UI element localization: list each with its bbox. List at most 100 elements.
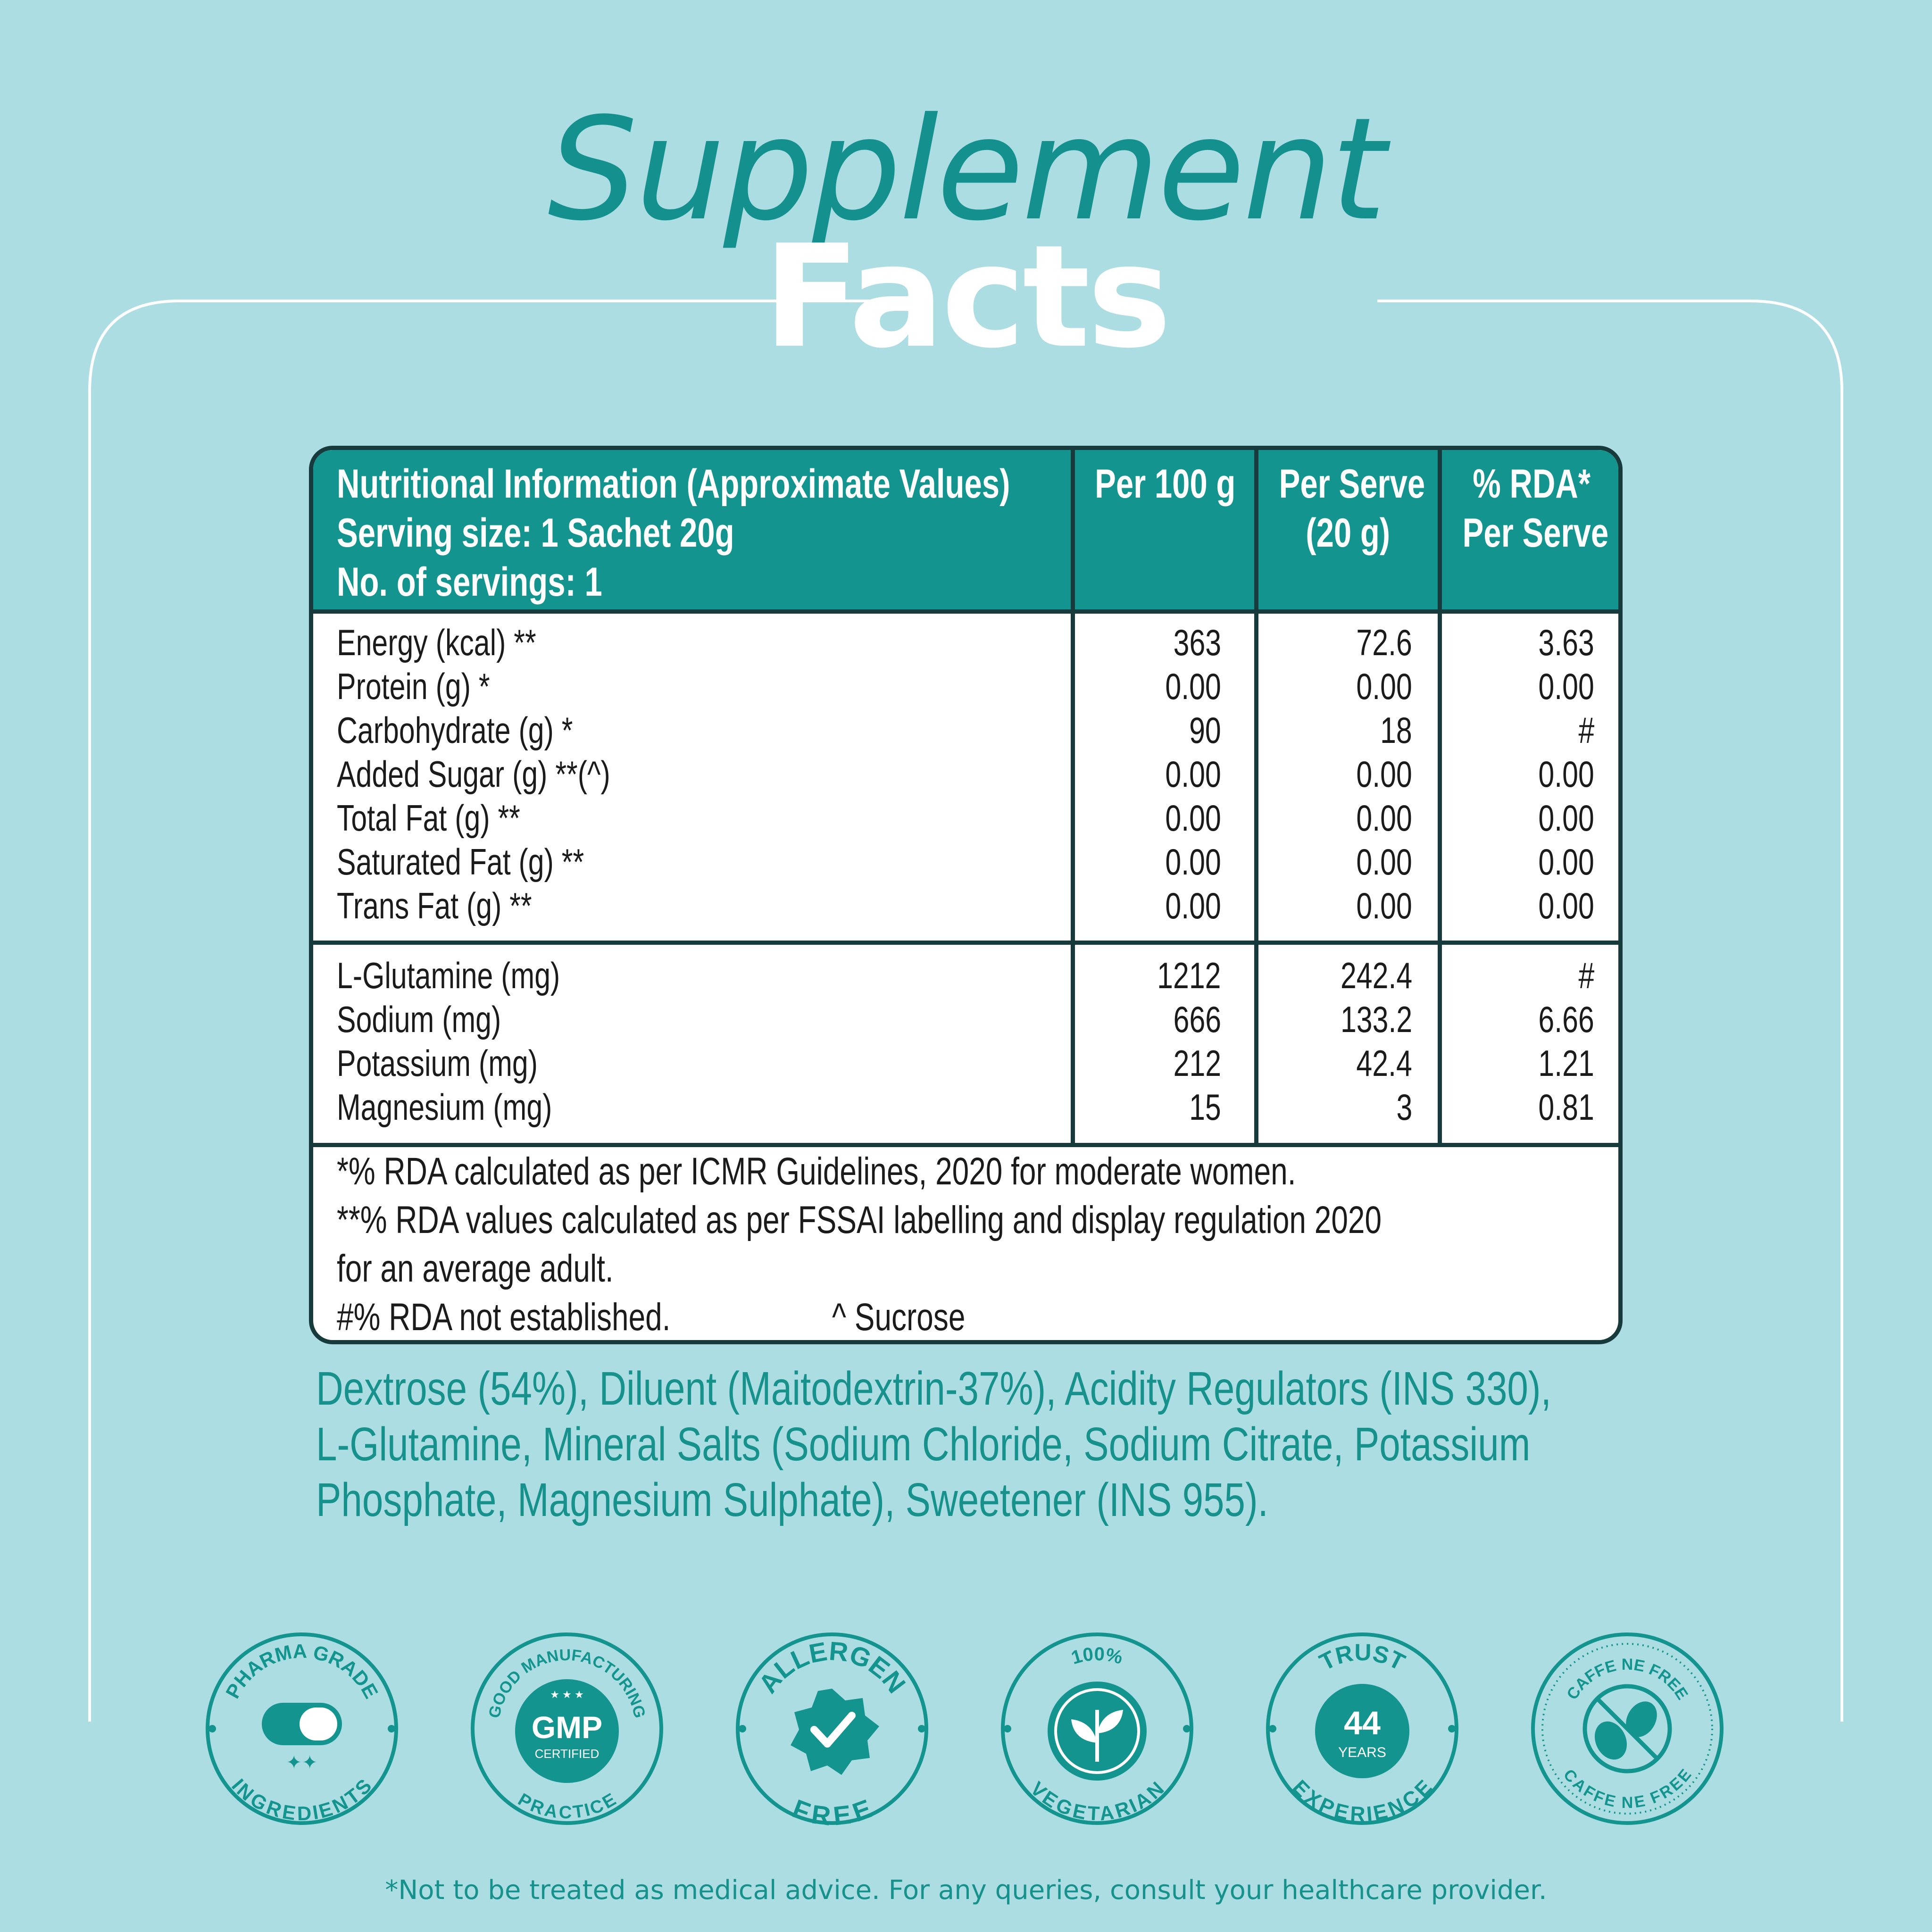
row-name: Protein (g) *	[337, 666, 490, 707]
ingredients-list: Dextrose (54%), Diluent (Maitodextrin-37…	[316, 1361, 1860, 1528]
section1-rda: 3.63 0.00 # 0.00 0.00 0.00 0.00	[1442, 621, 1594, 928]
section1-per100: 363 0.00 90 0.00 0.00 0.00 0.00	[1075, 621, 1221, 928]
title-facts: Facts	[763, 215, 1172, 379]
svg-text:PRACTICE: PRACTICE	[515, 1790, 619, 1823]
trust-experience-badge: TRUST EXPERIENCE 44 YEARS	[1266, 1632, 1458, 1826]
years-label: YEARS	[1338, 1745, 1386, 1760]
row-name: Magnesium (mg)	[337, 1086, 552, 1128]
header-rda-sub: Per Serve	[1462, 510, 1609, 556]
header-line-1: Nutritional Information (Approximate Val…	[337, 461, 1010, 507]
gmp-seal-icon	[515, 1679, 619, 1783]
svg-text:✦✦: ✦✦	[286, 1752, 317, 1773]
vegetarian-badge: 100% VEGETARIAN	[1001, 1632, 1193, 1825]
row-name: Saturated Fat (g) **	[337, 841, 584, 883]
cell-value: #	[1578, 709, 1594, 751]
row-name: Added Sugar (g) **(^)	[337, 753, 610, 795]
section2-names: L-Glutamine (mg) Sodium (mg) Potassium (…	[337, 954, 623, 1129]
header-divider	[313, 609, 1618, 614]
cell-value: 3.63	[1538, 622, 1594, 663]
cell-value: 363	[1173, 622, 1221, 663]
leaf-icon	[1048, 1682, 1147, 1781]
gmp-label: GMP	[532, 1710, 602, 1745]
badge-text-top: TRUST	[1315, 1639, 1409, 1676]
svg-text:FREE: FREE	[789, 1793, 875, 1831]
column-divider-2	[1254, 450, 1258, 1147]
badge-text-top: CAFFE NE FREE	[1563, 1656, 1691, 1703]
row-name: L-Glutamine (mg)	[337, 955, 560, 996]
ingredients-line: Phosphate, Magnesium Sulphate), Sweetene…	[316, 1474, 1268, 1526]
svg-text:INGREDIENTS: INGREDIENTS	[227, 1774, 375, 1824]
cell-value: 212	[1173, 1042, 1221, 1084]
row-name: Total Fat (g) **	[337, 797, 520, 839]
cell-value: 0.00	[1538, 797, 1594, 839]
badge-text-bottom: EXPERIENCE	[1288, 1775, 1437, 1826]
section2-rda: # 6.66 1.21 0.81	[1442, 954, 1594, 1129]
cell-value: 0.00	[1356, 885, 1412, 926]
allergen-free-badge: ALLERGEN FREE	[736, 1632, 928, 1831]
cell-value: 0.00	[1538, 885, 1594, 926]
cell-value: 0.00	[1165, 885, 1221, 926]
cell-value: 15	[1189, 1086, 1221, 1128]
header-per-100g: Per 100 g	[1075, 459, 1254, 508]
note-sucrose: ^ Sucrose	[832, 1296, 966, 1339]
years-seal-icon	[1315, 1684, 1409, 1778]
cell-value: 1212	[1157, 955, 1221, 996]
svg-text:★ ★ ★: ★ ★ ★	[550, 1689, 583, 1700]
column-divider-1	[1071, 450, 1075, 1147]
note-icmr: *% RDA calculated as per ICMR Guidelines…	[337, 1150, 1296, 1193]
badge-text-top: 100%	[1069, 1644, 1124, 1668]
svg-text:EXPERIENCE: EXPERIENCE	[1288, 1775, 1437, 1826]
cell-value: 3	[1396, 1086, 1412, 1128]
cell-value: 72.6	[1356, 622, 1412, 663]
header-per-serve: Per Serve (20 g)	[1258, 459, 1438, 558]
cell-value: 0.00	[1165, 753, 1221, 795]
section1-perserve: 72.6 0.00 18 0.00 0.00 0.00 0.00	[1258, 621, 1412, 928]
svg-text:CAFFE NE FREE: CAFFE NE FREE	[1563, 1656, 1691, 1703]
row-name: Energy (kcal) **	[337, 622, 536, 663]
section1-names: Energy (kcal) ** Protein (g) * Carbohydr…	[337, 621, 687, 928]
header-per-serve-label: Per Serve	[1279, 461, 1425, 507]
cell-value: 242.4	[1340, 955, 1412, 996]
cell-value: 0.81	[1538, 1086, 1594, 1128]
notes-divider	[313, 1143, 1618, 1147]
badge-text-bottom: FREE	[789, 1793, 875, 1831]
cell-value: 666	[1173, 999, 1221, 1040]
years-number: 44	[1344, 1705, 1381, 1741]
title-supplement: Supplement	[548, 87, 1386, 252]
column-divider-3	[1438, 450, 1442, 1147]
cell-value: 0.00	[1165, 666, 1221, 707]
medical-disclaimer: *Not to be treated as medical advice. Fo…	[385, 1875, 1547, 1906]
cell-value: 0.00	[1538, 753, 1594, 795]
header-rda: % RDA* Per Serve	[1442, 459, 1618, 558]
row-name: Sodium (mg)	[337, 999, 501, 1040]
section2-perserve: 242.4 133.2 42.4 3	[1258, 954, 1412, 1129]
svg-text:100%: 100%	[1069, 1644, 1124, 1668]
header-rda-label: % RDA*	[1473, 461, 1591, 507]
cell-value: 1.21	[1538, 1042, 1594, 1084]
pharma-grade-badge: PHARMA GRADE INGREDIENTS ✦✦	[206, 1632, 398, 1825]
svg-text:TRUST: TRUST	[1315, 1639, 1409, 1676]
section2-per100: 1212 666 212 15	[1075, 954, 1221, 1129]
cell-value: #	[1578, 955, 1594, 996]
header-main: Nutritional Information (Approximate Val…	[337, 459, 1200, 607]
caffeine-free-badge: CAFFE NE FREE CAFFE NE FREE	[1531, 1632, 1724, 1825]
cell-value: 90	[1189, 709, 1221, 751]
cell-value: 0.00	[1356, 666, 1412, 707]
table-notes: *% RDA calculated as per ICMR Guidelines…	[337, 1147, 1618, 1340]
badge-text-top: PHARMA GRADE	[221, 1640, 383, 1702]
badge-text-bottom: VEGETARIAN	[1026, 1777, 1168, 1824]
cell-value: 42.4	[1356, 1042, 1412, 1084]
coffee-bean-crossed-icon	[1582, 1684, 1672, 1774]
nutrition-table: Nutritional Information (Approximate Val…	[309, 446, 1623, 1344]
cell-value: 0.00	[1356, 753, 1412, 795]
cell-value: 0.00	[1165, 841, 1221, 883]
svg-text:VEGETARIAN: VEGETARIAN	[1026, 1777, 1168, 1824]
cell-value: 6.66	[1538, 999, 1594, 1040]
ingredients-line: Dextrose (54%), Diluent (Maitodextrin-37…	[316, 1362, 1551, 1415]
gmp-certified: CERTIFIED	[535, 1747, 600, 1761]
capsule-icon: ✦✦	[262, 1703, 342, 1773]
badge-text-bottom: INGREDIENTS	[227, 1774, 375, 1824]
row-name: Trans Fat (g) **	[337, 885, 532, 926]
check-seal-icon	[791, 1689, 879, 1775]
